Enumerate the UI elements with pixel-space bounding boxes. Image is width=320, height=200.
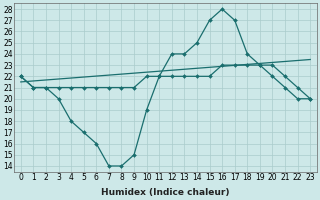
X-axis label: Humidex (Indice chaleur): Humidex (Indice chaleur): [101, 188, 230, 197]
